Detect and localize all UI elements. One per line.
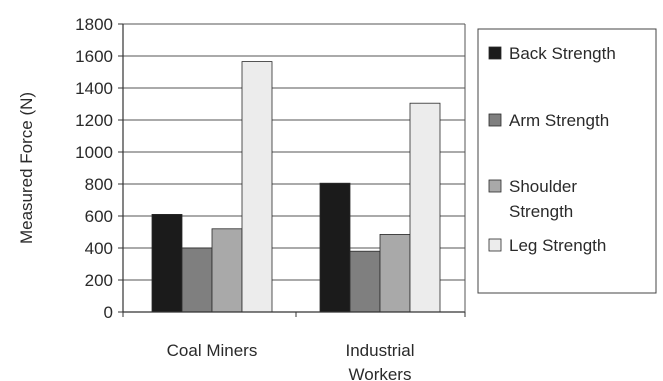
legend-item: Arm Strength <box>488 111 609 130</box>
y-tick-label: 600 <box>85 207 113 226</box>
x-category-labels: Coal Miners Industrial Workers <box>167 341 415 381</box>
legend-label: Shoulder Strength <box>509 177 577 221</box>
legend-label: Back Strength <box>509 44 616 63</box>
y-tick-label: 1600 <box>75 47 113 66</box>
legend-swatch <box>488 238 502 252</box>
legend-swatch <box>488 179 502 193</box>
x-category-label: Industrial Workers <box>346 341 415 381</box>
bars <box>151 61 441 313</box>
y-tick-label: 400 <box>85 239 113 258</box>
bar <box>379 233 411 313</box>
y-tick-label: 1800 <box>75 15 113 34</box>
y-tick-label: 1200 <box>75 111 113 130</box>
legend-label: Leg Strength <box>509 236 606 255</box>
y-axis-title: Measured Force (N) <box>17 92 36 244</box>
legend: Back Strength Arm Strength Shoulder Strengt… <box>477 28 657 294</box>
bar <box>151 213 183 313</box>
bar <box>181 247 213 313</box>
bar <box>241 61 273 313</box>
axes <box>118 23 466 317</box>
bar <box>349 250 381 313</box>
legend-box <box>477 28 657 294</box>
y-tick-label: 200 <box>85 271 113 290</box>
legend-swatch <box>488 113 502 127</box>
legend-label: Arm Strength <box>509 111 609 130</box>
legend-item: Leg Strength <box>488 236 606 255</box>
y-tick-label: 800 <box>85 175 113 194</box>
y-tick-labels: 0 200 400 600 800 1000 1200 1400 1600 1800 <box>75 15 113 322</box>
y-tick-label: 0 <box>104 303 113 322</box>
bar <box>409 102 441 313</box>
x-category-label: Coal Miners <box>167 341 258 360</box>
legend-item: Back Strength <box>488 44 616 63</box>
y-tick-label: 1400 <box>75 79 113 98</box>
y-tick-label: 1000 <box>75 143 113 162</box>
legend-item: Shoulder Strength <box>488 177 577 221</box>
legend-swatch <box>488 46 502 60</box>
bar <box>319 182 351 313</box>
bar <box>211 228 243 313</box>
